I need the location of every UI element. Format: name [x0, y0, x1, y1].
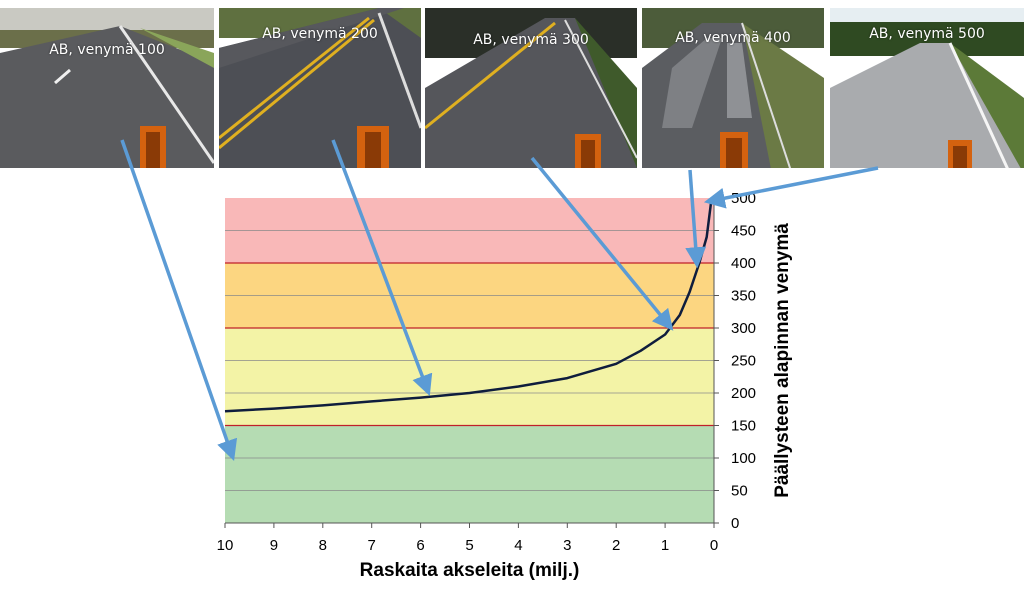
photo-caption: AB, venymä 400 — [675, 30, 791, 46]
road-photo-strain-200: AB, venymä 200 — [219, 8, 421, 168]
x-tick-label: 1 — [661, 537, 669, 554]
x-tick-label: 7 — [368, 537, 376, 554]
y-tick-label: 150 — [731, 418, 756, 435]
photo-arrow — [120, 139, 238, 462]
x-tick-label: 10 — [217, 537, 234, 554]
y-tick-label: 350 — [731, 288, 756, 305]
y-tick-label: 250 — [731, 353, 756, 370]
x-tick-label: 8 — [319, 537, 327, 554]
y-tick-label: 200 — [731, 385, 756, 402]
photo-caption: AB, venymä 300 — [473, 32, 589, 48]
road-photo-strain-400: AB, venymä 400 — [642, 8, 824, 168]
x-tick-label: 2 — [612, 537, 620, 554]
y-tick-label: 100 — [731, 450, 756, 467]
road-photo-icon — [0, 8, 214, 168]
road-photo-icon — [219, 8, 421, 168]
x-tick-label: 5 — [465, 537, 473, 554]
y-tick-label: 450 — [731, 223, 756, 240]
x-axis-title: Raskaita akseleita (milj.) — [360, 560, 580, 581]
road-photo-strain-300: AB, venymä 300 — [425, 8, 637, 168]
photo-caption: AB, venymä 200 — [262, 26, 378, 42]
photo-caption: AB, venymä 500 — [869, 26, 985, 42]
road-photo-icon — [425, 8, 637, 168]
color-band — [225, 328, 714, 426]
y-axis-title: Päällysteen alapinnan venymä — [772, 223, 793, 498]
photo-arrow — [331, 139, 433, 396]
photo-arrow — [685, 169, 707, 269]
x-tick-label: 9 — [270, 537, 278, 554]
y-tick-label: 0 — [731, 515, 739, 532]
road-photo-icon — [830, 8, 1024, 168]
photo-caption: AB, venymä 100 — [49, 42, 165, 58]
road-photo-strain-500: AB, venymä 500 — [830, 8, 1024, 168]
x-tick-label: 0 — [710, 537, 718, 554]
road-photo-icon — [642, 8, 824, 168]
x-tick-label: 4 — [514, 537, 522, 554]
color-band — [225, 425, 714, 523]
strain-curve-line — [224, 197, 713, 413]
photo-arrow — [530, 156, 674, 331]
x-tick-label: 6 — [416, 537, 424, 554]
photo-arrow — [703, 166, 879, 209]
road-photo-strain-100: AB, venymä 100 — [0, 8, 214, 168]
y-tick-label: 400 — [731, 255, 756, 272]
x-tick-label: 3 — [563, 537, 571, 554]
y-tick-label: 50 — [731, 483, 748, 500]
y-tick-label: 300 — [731, 320, 756, 337]
